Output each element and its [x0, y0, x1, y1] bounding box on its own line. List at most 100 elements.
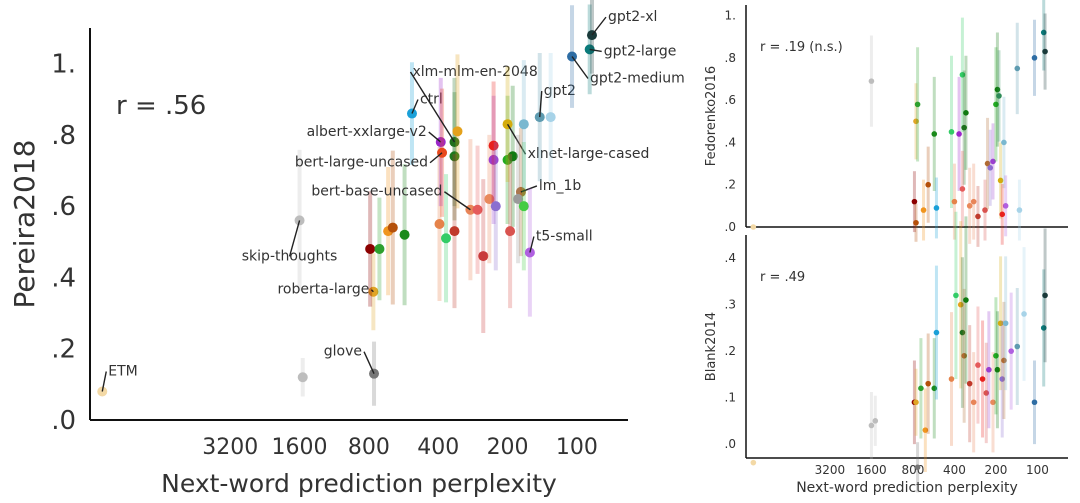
blank-x-axis-label: Next-word prediction perplexity: [796, 480, 1018, 496]
blank-data-point: [1021, 311, 1027, 317]
blank-data-point: [750, 459, 757, 466]
fed-data-point: [1031, 55, 1038, 61]
main-data-point: [488, 140, 499, 151]
fed-data-point: [1014, 65, 1021, 72]
blank-data-point: [986, 366, 992, 373]
main-y-tick-label: .8: [51, 121, 76, 151]
main-point-label: t5-small: [536, 229, 593, 245]
main-point-label: glove: [324, 344, 362, 360]
fed-data-point: [911, 198, 918, 205]
blank-x-tick-label: 800: [901, 463, 924, 477]
main-data-point: [374, 243, 385, 254]
main-data-point: [545, 112, 556, 123]
blank-data-point: [999, 376, 1006, 382]
main-label-leader: [363, 351, 375, 374]
fed-data-point: [999, 211, 1006, 218]
fed-data-point: [913, 118, 919, 125]
blank-data-point: [975, 362, 981, 368]
main-point-label: skip-thoughts: [242, 248, 338, 264]
blank-x-tick-label: 1600: [856, 463, 887, 477]
blank-y-axis-label: Blank2014: [704, 312, 719, 381]
main-label-leader: [529, 236, 535, 253]
main-point-label: albert-xxlarge-v2: [307, 124, 427, 140]
fed-data-point: [959, 186, 966, 192]
fed-y-tick-label: .6: [725, 93, 736, 107]
blank-data-point: [913, 399, 919, 406]
blank-data-point: [990, 399, 996, 406]
main-data-point: [449, 151, 460, 162]
blank-data-point: [1002, 320, 1009, 327]
fed-data-point: [868, 78, 875, 84]
fed-correlation-annotation: r = .19 (n.s.): [760, 40, 843, 55]
fed-data-point: [990, 158, 996, 165]
fed-data-point: [1001, 139, 1007, 146]
main-x-tick-label: 200: [487, 435, 529, 460]
main-point-label: xlm-mlm-en-2048: [412, 64, 537, 80]
main-point-label: lm_1b: [539, 178, 581, 194]
main-y-tick-label: .6: [51, 192, 76, 222]
blank-data-point: [994, 366, 1001, 373]
main-label-leader: [411, 99, 419, 114]
main-data-point: [434, 219, 445, 229]
main-data-point: [507, 151, 518, 162]
fed-y-tick-label: .8: [725, 51, 736, 65]
fed-y-tick-label: .4: [725, 135, 736, 149]
blank-data-point: [957, 301, 964, 308]
main-y-tick-label: .4: [51, 263, 76, 293]
fed-data-point: [750, 224, 757, 230]
fed-data-point: [1040, 29, 1047, 36]
blank-data-point: [925, 380, 931, 387]
fed-data-point: [959, 71, 966, 78]
blank-y-tick-label: .0: [725, 437, 736, 451]
main-point-label: gpt2: [544, 83, 576, 99]
main-label-leader: [428, 131, 442, 143]
fed-data-point: [951, 198, 958, 205]
main-data-point: [441, 233, 452, 244]
fed-y-tick-label: .2: [725, 178, 736, 192]
main-point-label: xlnet-large-cased: [528, 146, 650, 162]
main-point-label: bert-large-uncased: [295, 155, 428, 171]
main-point-label: gpt2-xl: [608, 9, 657, 25]
blank-x-tick-label: 400: [943, 463, 966, 477]
main-data-point: [513, 194, 524, 205]
blank-y-tick-label: .4: [725, 251, 736, 265]
fed-data-point: [987, 165, 994, 171]
main-label-leader: [591, 16, 607, 36]
main-point-label: gpt2-large: [604, 43, 677, 59]
main-panel: .0 .2 .4 .6 .8 1. 3200 1600 800 400 200 100 Next-wor…: [8, 0, 685, 498]
main-y-tick-label: .2: [51, 335, 76, 365]
blank-data-point: [983, 390, 990, 396]
main-x-tick-label: 1600: [272, 435, 328, 460]
fed-data-point: [963, 110, 969, 116]
blank-data-point: [931, 385, 938, 392]
fed-data-point: [994, 86, 1001, 93]
blank-data-point: [918, 385, 924, 392]
blank-data-point: [1042, 292, 1048, 299]
main-y-tick-label: 1.: [51, 50, 76, 80]
fed-data-point: [997, 177, 1004, 184]
fed-data-point: [956, 131, 962, 137]
fed-data-point: [931, 131, 938, 137]
main-x-tick-label: 400: [417, 435, 459, 460]
main-point-label: ETM: [108, 363, 137, 379]
main-point-label: bert-base-uncased: [311, 184, 442, 200]
blank-data-point: [914, 464, 921, 471]
blank-data-point: [953, 292, 959, 299]
main-data-point: [478, 251, 489, 262]
blank-data-point: [966, 380, 973, 387]
main-label-leader: [520, 185, 538, 193]
main-data-point: [518, 201, 529, 212]
fed-data-point: [913, 219, 919, 226]
main-x-tick-label: 100: [556, 435, 598, 460]
blank-data-point: [868, 422, 875, 429]
fed-panel: .0 .2 .4 .6 .8 1. Fedorenko2016 r = .19 (n.s.): [704, 0, 1068, 247]
main-point-label: roberta-large: [277, 282, 369, 298]
main-data-point: [484, 194, 495, 205]
main-data-point: [452, 126, 463, 137]
main-data-point: [518, 119, 529, 130]
blank-correlation-annotation: r = .49: [760, 270, 805, 285]
main-x-axis-label: Next-word prediction perplexity: [161, 469, 557, 498]
blank-x-tick-label: 200: [984, 463, 1007, 477]
main-label-leader: [571, 56, 589, 79]
main-label-leader: [409, 71, 456, 143]
